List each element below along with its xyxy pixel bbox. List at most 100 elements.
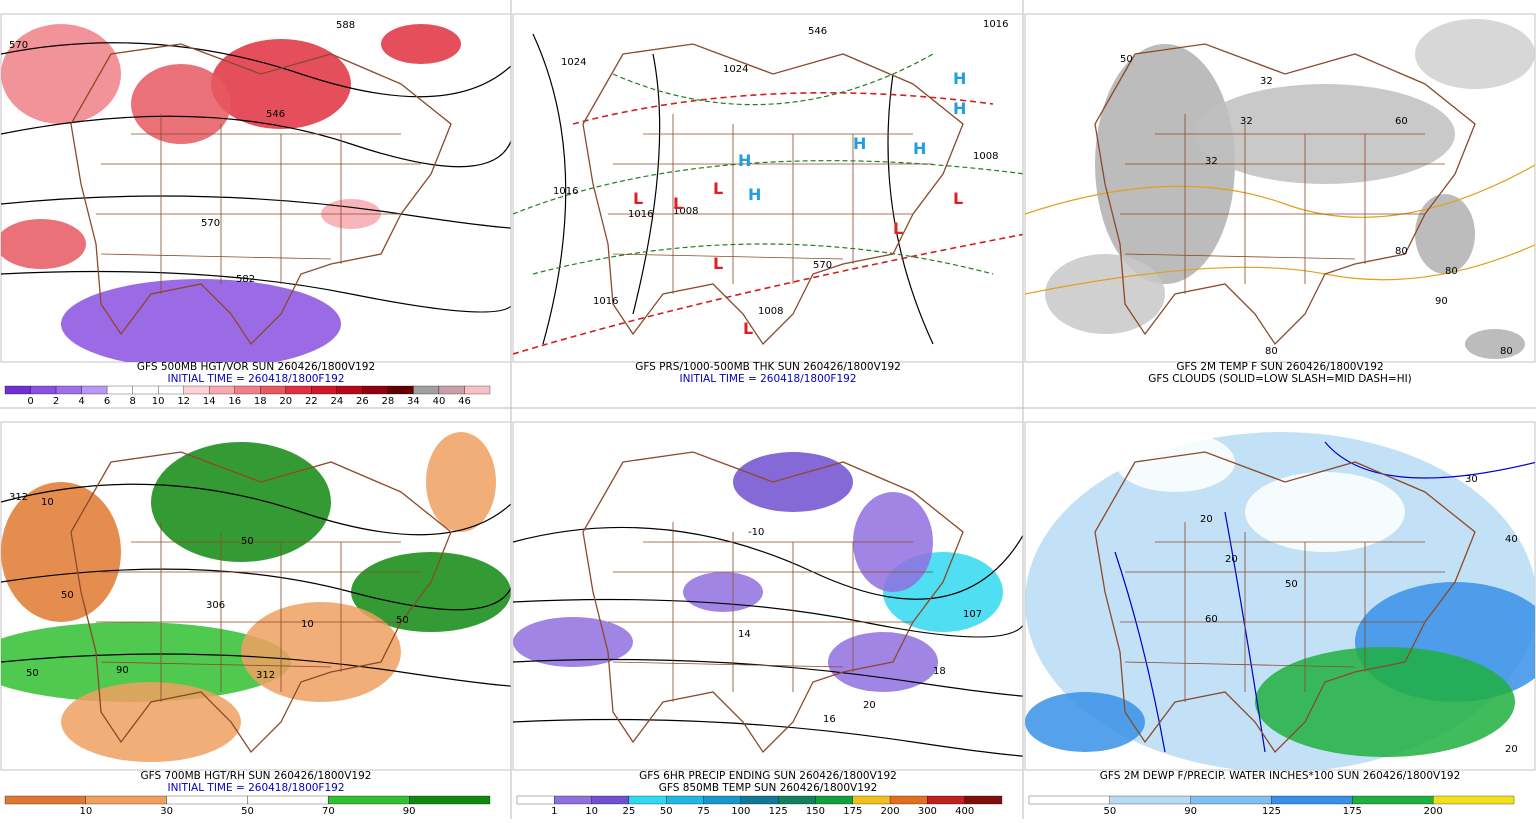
colorbar-segment bbox=[55, 385, 82, 395]
contour bbox=[1324, 441, 1535, 479]
map-label: L bbox=[633, 189, 643, 208]
caption: GFS CLOUDS (SOLID=LOW SLASH=MID DASH=HI) bbox=[1148, 373, 1412, 385]
map-label: L bbox=[743, 319, 753, 338]
shaded-area bbox=[1415, 194, 1475, 274]
colorbar-segment bbox=[247, 795, 329, 805]
coastline bbox=[582, 451, 964, 754]
colorbar-segment bbox=[554, 795, 592, 805]
contour bbox=[1, 653, 511, 687]
colorbar-label: 90 bbox=[403, 806, 416, 817]
panel: 570 588 546 570 582 GFS 500MB HGT/VOR SUN 260… bbox=[0, 13, 512, 407]
thickness-line bbox=[572, 91, 994, 125]
shaded-area bbox=[381, 24, 461, 64]
map-label: H bbox=[913, 139, 926, 158]
colorbar-label: 0 bbox=[27, 396, 33, 407]
map-label: 50 bbox=[61, 590, 74, 601]
contour bbox=[1025, 244, 1535, 295]
colorbar-segment bbox=[387, 385, 414, 395]
colorbar-label: 26 bbox=[356, 396, 369, 407]
map-label: 32 bbox=[1260, 76, 1273, 87]
map-label: 50 bbox=[26, 668, 39, 679]
colorbar-label: 6 bbox=[104, 396, 110, 407]
colorbar-label: 30 bbox=[160, 806, 173, 817]
map-label: 18 bbox=[933, 666, 946, 677]
caption: GFS 2M TEMP F SUN 260426/1800V192 bbox=[1176, 361, 1383, 373]
colorbar-segment bbox=[1028, 795, 1110, 805]
map-label: 80 bbox=[1445, 266, 1458, 277]
colorbar-label: 4 bbox=[78, 396, 84, 407]
contour bbox=[513, 658, 1023, 697]
shaded-area bbox=[61, 682, 241, 762]
caption: GFS 2M DEWP F/PRECIP. WATER INCHES*100 S… bbox=[1100, 770, 1461, 782]
colorbar-segment bbox=[1352, 795, 1434, 805]
map-label: 90 bbox=[116, 665, 129, 676]
state-border bbox=[1124, 661, 1356, 668]
colorbar-label: 200 bbox=[1424, 806, 1443, 817]
colorbar-segment bbox=[132, 385, 159, 395]
contour bbox=[887, 73, 934, 345]
shaded-area bbox=[1255, 647, 1515, 757]
shaded-area bbox=[1245, 472, 1405, 552]
colorbar-segment bbox=[889, 795, 928, 805]
shaded-area bbox=[241, 602, 401, 702]
colorbar-label: 20 bbox=[279, 396, 292, 407]
map-label: 312 bbox=[256, 670, 275, 681]
map-label: 50 bbox=[396, 615, 409, 626]
colorbar-label: 50 bbox=[660, 806, 673, 817]
map-label: 80 bbox=[1265, 346, 1278, 357]
colorbar-segment bbox=[464, 385, 491, 395]
map-label: H bbox=[738, 151, 751, 170]
map: -10 14 107 18 16 20 bbox=[512, 421, 1024, 771]
panel: 50 32 32 32 60 80 80 90 80 80 GFS 2M TEMP F SUN 26… bbox=[1024, 13, 1536, 385]
colorbar-label: 22 bbox=[305, 396, 318, 407]
colorbar-label: 46 bbox=[458, 396, 471, 407]
colorbar-label: 125 bbox=[769, 806, 788, 817]
colorbar-label: 50 bbox=[1103, 806, 1116, 817]
colorbar-segment bbox=[85, 795, 167, 805]
map-label: 40 bbox=[1505, 534, 1518, 545]
colorbar-segment bbox=[1190, 795, 1272, 805]
thickness-line bbox=[612, 53, 934, 106]
colorbar-segment bbox=[591, 795, 630, 805]
shaded-area bbox=[426, 432, 496, 532]
colorbar-segment bbox=[1271, 795, 1353, 805]
colorbar-segment bbox=[362, 385, 389, 395]
caption: GFS 500MB HGT/VOR SUN 260426/1800V192 bbox=[137, 361, 375, 373]
map: 312 10 50 50 306 312 10 50 50 90 bbox=[0, 421, 512, 771]
colorbar-segment bbox=[158, 385, 184, 395]
map-label: 80 bbox=[1395, 246, 1408, 257]
colorbar-segment bbox=[815, 795, 853, 805]
caption: INITIAL TIME = 260418/1800F192 bbox=[167, 782, 344, 794]
colorbar-label: 100 bbox=[731, 806, 750, 817]
shaded-area bbox=[733, 452, 853, 512]
colorbar-segment bbox=[328, 795, 410, 805]
colorbar-label: 125 bbox=[1262, 806, 1281, 817]
colorbar-label: 90 bbox=[1184, 806, 1197, 817]
shaded-area bbox=[211, 39, 351, 129]
contour bbox=[532, 33, 567, 345]
thickness-line bbox=[532, 243, 994, 275]
colorbar-segment bbox=[183, 385, 210, 395]
colorbar-label: 25 bbox=[623, 806, 636, 817]
map-label: 1008 bbox=[673, 206, 698, 217]
map-label: 107 bbox=[963, 609, 982, 620]
colorbar-label: 18 bbox=[254, 396, 267, 407]
shaded-area bbox=[1, 219, 86, 269]
colorbar-label: 14 bbox=[203, 396, 216, 407]
contour bbox=[1, 195, 511, 229]
map-label: H bbox=[748, 185, 761, 204]
map-label: 306 bbox=[206, 600, 225, 611]
colorbar-label: 1 bbox=[551, 806, 557, 817]
coastline bbox=[582, 43, 964, 346]
map-label: -10 bbox=[748, 527, 764, 538]
map: 1024 1024 1016 1016 1008 1008 1016 1008 1016 546 5… bbox=[512, 13, 1024, 363]
map-label: 582 bbox=[236, 274, 255, 285]
colorbar-label: 300 bbox=[918, 806, 937, 817]
colorbar-label: 34 bbox=[407, 396, 420, 407]
shaded-area bbox=[1415, 19, 1535, 89]
map-label: L bbox=[713, 254, 723, 273]
colorbar-segment bbox=[778, 795, 816, 805]
map-label: 20 bbox=[863, 700, 876, 711]
caption: GFS PRS/1000-500MB THK SUN 260426/1800V1… bbox=[635, 361, 901, 373]
